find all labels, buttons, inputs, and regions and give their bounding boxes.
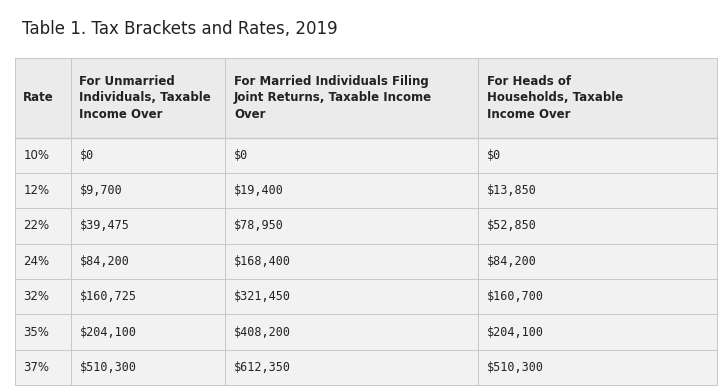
Text: 22%: 22%: [23, 219, 50, 233]
Text: $39,475: $39,475: [79, 219, 130, 233]
Text: 37%: 37%: [23, 361, 50, 374]
Text: $160,700: $160,700: [487, 290, 544, 303]
Text: Rate: Rate: [23, 91, 54, 104]
Text: $78,950: $78,950: [234, 219, 284, 233]
Text: $0: $0: [79, 149, 94, 162]
Bar: [15, 350, 717, 385]
Text: $13,850: $13,850: [487, 184, 537, 197]
Text: For Married Individuals Filing
Joint Returns, Taxable Income
Over: For Married Individuals Filing Joint Ret…: [234, 75, 432, 121]
Bar: [15, 244, 717, 279]
Text: $168,400: $168,400: [234, 255, 291, 268]
Text: $510,300: $510,300: [79, 361, 136, 374]
Text: $84,200: $84,200: [487, 255, 537, 268]
Bar: [15, 138, 717, 173]
Text: 24%: 24%: [23, 255, 50, 268]
Bar: [15, 173, 717, 208]
Text: $204,100: $204,100: [79, 326, 136, 338]
Bar: [15, 208, 717, 244]
Text: $160,725: $160,725: [79, 290, 136, 303]
Text: $612,350: $612,350: [234, 361, 291, 374]
Bar: [15, 314, 717, 350]
Text: $0: $0: [234, 149, 248, 162]
Text: Table 1. Tax Brackets and Rates, 2019: Table 1. Tax Brackets and Rates, 2019: [22, 20, 338, 38]
Text: $0: $0: [487, 149, 501, 162]
Text: $408,200: $408,200: [234, 326, 291, 338]
Text: $84,200: $84,200: [79, 255, 130, 268]
Text: $321,450: $321,450: [234, 290, 291, 303]
Text: For Heads of
Households, Taxable
Income Over: For Heads of Households, Taxable Income …: [487, 75, 623, 121]
Bar: [15, 279, 717, 314]
Text: 12%: 12%: [23, 184, 50, 197]
Text: 35%: 35%: [23, 326, 50, 338]
Text: 10%: 10%: [23, 149, 50, 162]
Text: $510,300: $510,300: [487, 361, 544, 374]
Text: $204,100: $204,100: [487, 326, 544, 338]
Text: 32%: 32%: [23, 290, 50, 303]
Text: $52,850: $52,850: [487, 219, 537, 233]
Text: For Unmarried
Individuals, Taxable
Income Over: For Unmarried Individuals, Taxable Incom…: [79, 75, 211, 121]
Text: $9,700: $9,700: [79, 184, 122, 197]
Text: $19,400: $19,400: [234, 184, 284, 197]
